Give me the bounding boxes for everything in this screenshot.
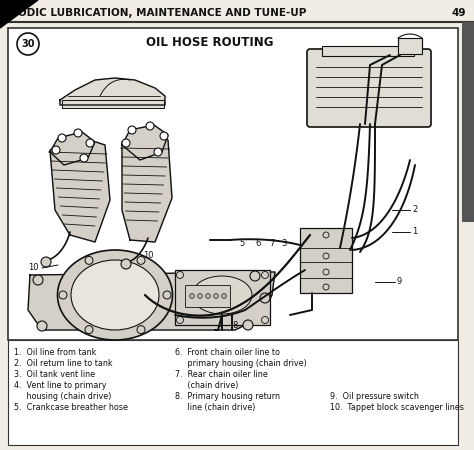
Text: 3.  Oil tank vent line: 3. Oil tank vent line <box>14 370 95 379</box>
Circle shape <box>85 326 93 333</box>
Circle shape <box>74 129 82 137</box>
Polygon shape <box>122 130 172 242</box>
Circle shape <box>323 232 329 238</box>
Text: 8.  Primary housing return: 8. Primary housing return <box>175 392 280 401</box>
Text: 10: 10 <box>143 252 153 261</box>
Text: 4: 4 <box>218 320 223 329</box>
Polygon shape <box>60 78 165 105</box>
Ellipse shape <box>192 276 252 314</box>
Circle shape <box>154 148 162 156</box>
Ellipse shape <box>57 250 173 340</box>
Circle shape <box>323 284 329 290</box>
Text: 1: 1 <box>412 228 417 237</box>
Bar <box>175 270 270 325</box>
Text: 10.  Tappet block scavenger lines: 10. Tappet block scavenger lines <box>330 403 464 412</box>
Text: 9.  Oil pressure switch: 9. Oil pressure switch <box>330 392 419 401</box>
Polygon shape <box>122 125 168 160</box>
Circle shape <box>137 256 145 264</box>
Circle shape <box>190 293 194 298</box>
Circle shape <box>85 256 93 264</box>
Circle shape <box>176 316 183 324</box>
Bar <box>300 228 352 293</box>
Text: 6.  Front chain oiler line to: 6. Front chain oiler line to <box>175 348 280 357</box>
Circle shape <box>121 259 131 269</box>
FancyBboxPatch shape <box>307 49 431 127</box>
Text: 2: 2 <box>412 206 417 215</box>
Circle shape <box>17 33 39 55</box>
Circle shape <box>80 154 88 162</box>
Circle shape <box>243 320 253 330</box>
Text: 49: 49 <box>452 8 466 18</box>
Bar <box>398 38 422 54</box>
Text: RIODIC LUBRICATION, MAINTENANCE AND TUNE-UP: RIODIC LUBRICATION, MAINTENANCE AND TUNE… <box>6 8 306 18</box>
Text: 2.  Oil return line to tank: 2. Oil return line to tank <box>14 359 113 368</box>
Bar <box>62 100 164 108</box>
Text: 1.  Oil line from tank: 1. Oil line from tank <box>14 348 96 357</box>
Text: 5.  Crankcase breather hose: 5. Crankcase breather hose <box>14 403 128 412</box>
Circle shape <box>213 293 219 298</box>
Text: housing (chain drive): housing (chain drive) <box>14 392 111 401</box>
Circle shape <box>323 253 329 259</box>
Text: primary housing (chain drive): primary housing (chain drive) <box>175 359 307 368</box>
Circle shape <box>262 271 268 279</box>
Circle shape <box>206 293 210 298</box>
Circle shape <box>33 275 43 285</box>
Text: 7.  Rear chain oiler line: 7. Rear chain oiler line <box>175 370 268 379</box>
Text: (chain drive): (chain drive) <box>175 381 238 390</box>
Text: 7: 7 <box>269 239 275 248</box>
Bar <box>8 28 458 340</box>
Polygon shape <box>50 135 110 242</box>
Text: 10: 10 <box>28 264 38 273</box>
Circle shape <box>176 271 183 279</box>
Circle shape <box>163 291 171 299</box>
Text: line (chain drive): line (chain drive) <box>175 403 255 412</box>
Bar <box>185 285 230 307</box>
Circle shape <box>250 271 260 281</box>
Circle shape <box>198 293 202 298</box>
Circle shape <box>260 293 270 303</box>
Circle shape <box>146 122 154 130</box>
Text: 30: 30 <box>21 39 35 49</box>
Polygon shape <box>28 272 275 330</box>
Circle shape <box>58 134 66 142</box>
Bar <box>8 340 458 445</box>
Circle shape <box>137 326 145 333</box>
Polygon shape <box>50 132 95 165</box>
Text: 4.  Vent line to primary: 4. Vent line to primary <box>14 381 107 390</box>
Text: 9: 9 <box>397 278 402 287</box>
Bar <box>322 46 414 56</box>
Text: 3: 3 <box>281 239 287 248</box>
Text: OIL HOSE ROUTING: OIL HOSE ROUTING <box>146 36 274 49</box>
Circle shape <box>52 146 60 154</box>
Circle shape <box>128 126 136 134</box>
Circle shape <box>86 139 94 147</box>
Circle shape <box>122 139 130 147</box>
Text: 8: 8 <box>232 320 237 329</box>
Text: 5: 5 <box>239 239 245 248</box>
Circle shape <box>221 293 227 298</box>
Circle shape <box>37 321 47 331</box>
Bar <box>462 22 474 222</box>
Text: 6: 6 <box>255 239 261 248</box>
Polygon shape <box>0 0 38 28</box>
Circle shape <box>41 257 51 267</box>
Circle shape <box>160 132 168 140</box>
Circle shape <box>323 269 329 275</box>
Circle shape <box>262 316 268 324</box>
Circle shape <box>59 291 67 299</box>
Ellipse shape <box>71 260 159 330</box>
